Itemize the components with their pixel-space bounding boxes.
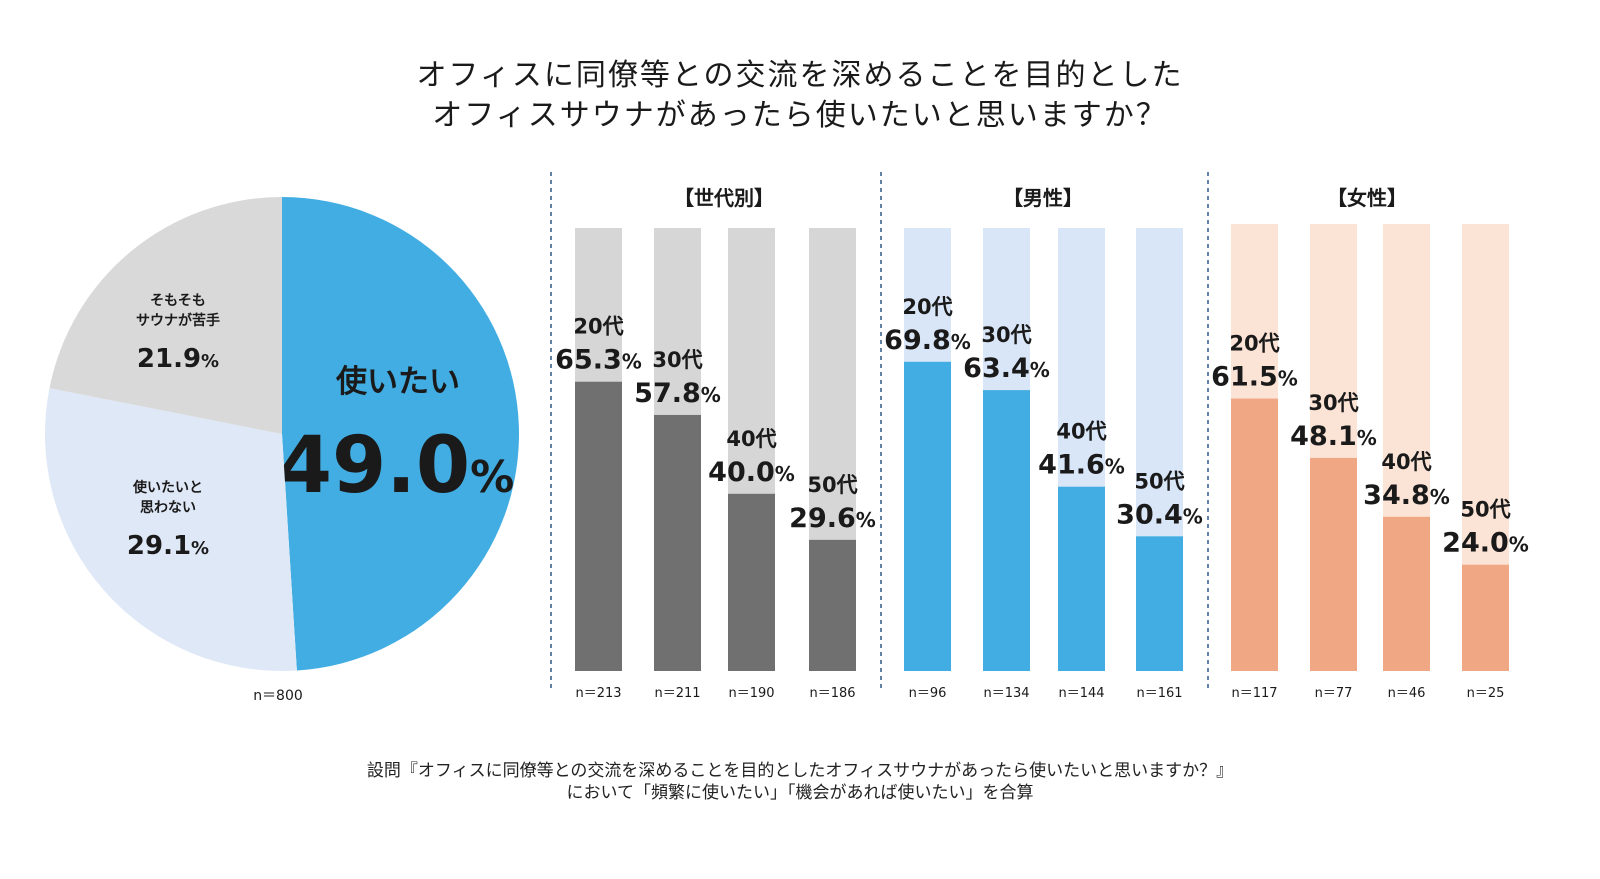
footnote-line1: 設問『オフィスに同僚等との交流を深めることを目的としたオフィスサウナがあったら使… (366, 761, 1234, 781)
bar-value-label: 48.1% (1290, 421, 1377, 452)
bar-category-label: 20代 (902, 295, 952, 319)
bar (1136, 536, 1183, 671)
bar (575, 381, 622, 671)
bar-group-title: 【世代別】 (674, 186, 774, 210)
bar (1310, 457, 1357, 671)
pie-slice-value: 21.9% (137, 344, 219, 374)
footnote-line2: において「頻繁に使いたい」「機会があれば使いたい」を合算 (566, 783, 1034, 803)
bar (904, 361, 951, 671)
bar-sample-size: n＝117 (1231, 686, 1277, 701)
bar-sample-size: n＝96 (909, 686, 947, 701)
bar-value-label: 69.8% (884, 325, 971, 356)
pie-slice-label: そもそも (150, 293, 206, 309)
pie-slice (49, 197, 282, 434)
bar-category-label: 30代 (652, 348, 702, 372)
bar (983, 390, 1030, 671)
bar (654, 414, 701, 671)
bar-category-label: 40代 (1056, 420, 1106, 444)
pie-slice-value: 49.0% (278, 421, 515, 511)
bar (1058, 486, 1105, 671)
bar-sample-size: n＝134 (983, 686, 1029, 701)
bar-sample-size: n＝186 (809, 686, 855, 701)
bar-sample-size: n＝161 (1136, 686, 1182, 701)
bar-sample-size: n＝144 (1058, 686, 1104, 701)
pie-slice-label: 思わない (140, 500, 196, 516)
bar (1462, 564, 1509, 671)
bar-category-label: 50代 (1134, 469, 1184, 493)
bar-sample-size: n＝25 (1467, 686, 1505, 701)
bar (728, 493, 775, 671)
bar-value-label: 57.8% (634, 378, 721, 409)
bar (809, 539, 856, 671)
chart-title: オフィスに同僚等との交流を深めることを目的とした オフィスサウナがあったら使いた… (0, 56, 1600, 136)
pie-slice-label: 使いたいと (132, 479, 203, 496)
bar-sample-size: n＝190 (728, 686, 774, 701)
bar-category-label: 20代 (573, 315, 623, 339)
bar-category-label: 40代 (1381, 450, 1431, 474)
bar-sample-size: n＝211 (654, 686, 700, 701)
bar-category-label: 40代 (726, 427, 776, 451)
bar-category-label: 50代 (1460, 498, 1510, 522)
pie-slice-label: サウナが苦手 (136, 312, 220, 329)
bar-category-label: 30代 (1308, 391, 1358, 415)
pie-slice (44, 388, 297, 672)
bar (1231, 398, 1278, 671)
pie-slice-value: 29.1% (127, 531, 209, 561)
bar (1383, 516, 1430, 671)
bar-value-label: 61.5% (1211, 362, 1298, 393)
bar-category-label: 20代 (1229, 332, 1279, 356)
bar-group-title: 【女性】 (1327, 186, 1407, 210)
pie-slice-label: 使いたい (335, 364, 460, 400)
bar-sample-size: n＝46 (1388, 686, 1426, 701)
bar-value-label: 63.4% (963, 353, 1050, 384)
bar-value-label: 65.3% (555, 345, 642, 376)
pie-sample-size: n＝800 (253, 688, 303, 704)
bar-group-title: 【男性】 (1003, 186, 1083, 210)
bar-value-label: 24.0% (1442, 528, 1529, 559)
chart-title-line1: オフィスに同僚等との交流を深めることを目的とした (416, 58, 1184, 93)
footnote: 設問『オフィスに同僚等との交流を深めることを目的としたオフィスサウナがあったら使… (0, 760, 1600, 804)
bar-value-label: 30.4% (1116, 499, 1203, 530)
bar-value-label: 34.8% (1363, 480, 1450, 511)
bar-sample-size: n＝77 (1315, 686, 1353, 701)
bar-value-label: 41.6% (1038, 450, 1125, 481)
bar-category-label: 50代 (807, 473, 857, 497)
bar-category-label: 30代 (981, 323, 1031, 347)
bar-value-label: 40.0% (708, 457, 795, 488)
bar-value-label: 29.6% (789, 503, 876, 534)
chart-title-line2: オフィスサウナがあったら使いたいと思いますか？ (432, 98, 1168, 133)
pie-slice (282, 197, 519, 671)
bar-sample-size: n＝213 (575, 686, 621, 701)
